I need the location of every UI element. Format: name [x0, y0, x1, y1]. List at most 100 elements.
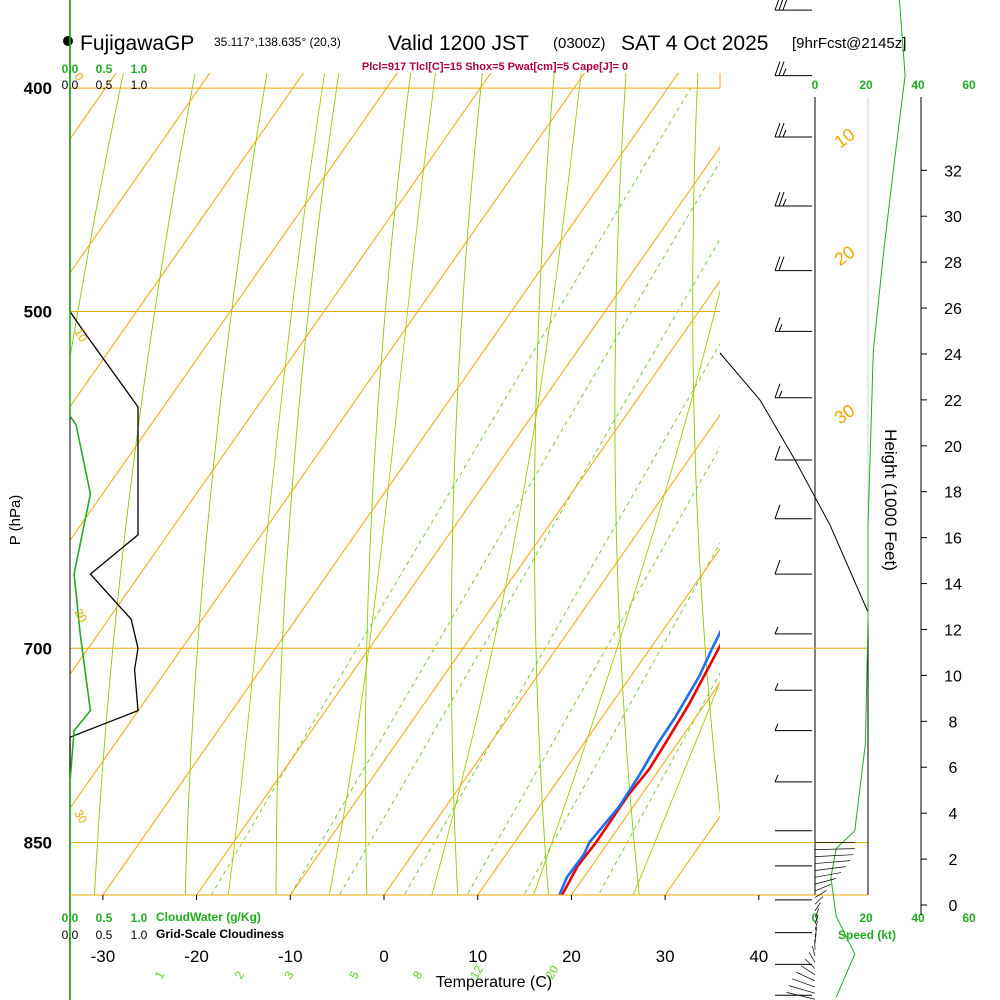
cloudwater-tick-top: 0.5 — [96, 62, 113, 76]
wind-barb-low — [814, 927, 818, 938]
station-name: FujigawaGP — [80, 32, 194, 55]
isotherm-line — [289, 280, 720, 895]
height-tick-label: 4 — [949, 806, 958, 823]
cloudiness-tick-top: 1.0 — [131, 78, 148, 92]
station-dot-icon — [63, 36, 73, 46]
mixing-ratio-label: 20 — [543, 963, 562, 982]
isobars — [70, 87, 720, 844]
wind-barb-low — [814, 878, 836, 885]
height-tick-label: 8 — [949, 714, 958, 731]
speed-tick-label-bottom: 0 — [812, 911, 819, 925]
isotherm-line — [70, 73, 211, 274]
speed-tick-label-top: 60 — [962, 78, 976, 92]
wind-barb — [774, 61, 812, 77]
isotherm-line — [0, 73, 22, 895]
x-tick-label: 30 — [656, 947, 675, 966]
cloudiness-tick-bottom: 1.0 — [131, 928, 148, 942]
isotherm-line — [383, 414, 720, 895]
cloudwater-line — [69, 0, 92, 1000]
isotherm-label: 30 — [831, 400, 859, 428]
wind-barb-low — [814, 866, 846, 871]
x-tick-label: -30 — [91, 947, 116, 966]
mixing-ratio-lines — [210, 87, 720, 895]
dry-adiabat-line — [534, 73, 555, 895]
wind-barb-low — [814, 860, 851, 864]
speed-tick-label-top: 40 — [911, 78, 925, 92]
isotherm-line — [196, 146, 720, 895]
side-temp-label: 20 — [71, 606, 90, 625]
moist-adiabat-line — [632, 680, 720, 895]
wind-barb-low — [792, 978, 816, 988]
height-tick-label: 2 — [949, 852, 958, 869]
wind-barb-low — [814, 920, 818, 931]
height-tick-label: 26 — [944, 301, 962, 318]
pressure-tick-label: 1000 — [14, 996, 52, 1000]
height-tick-label: 22 — [944, 393, 962, 410]
wind-speed-line — [830, 0, 906, 998]
cloudwater-tick-bottom: 0.5 — [96, 911, 113, 925]
x-tick-label: -20 — [184, 947, 209, 966]
profiles — [558, 629, 720, 895]
wind-barb — [774, 445, 812, 461]
isotherm-line — [70, 73, 304, 408]
x-tick-label: 20 — [562, 947, 581, 966]
pressure-tick-label: 400 — [24, 79, 52, 98]
wind-barb-low — [814, 884, 831, 892]
stability-indices: Plcl=917 Tlcl[C]=15 Shox=5 Pwat[cm]=5 Ca… — [362, 61, 628, 73]
x-tick-label: 0 — [379, 947, 388, 966]
mixing-ratio-label: 2 — [232, 968, 248, 981]
valid-time: Valid 1200 JST — [388, 32, 529, 55]
mixing-ratio-line — [403, 342, 720, 895]
wind-barb-low — [814, 890, 827, 898]
height-tick-label: 24 — [944, 347, 962, 364]
y-axis-title: P (hPa) — [7, 495, 24, 546]
wind-barb-low — [788, 985, 816, 994]
wind-barb — [774, 683, 812, 691]
height-tick-label: 0 — [949, 898, 958, 915]
height-tick-label: 12 — [944, 622, 962, 639]
speed-tick-label-bottom: 20 — [859, 911, 873, 925]
mixing-ratio-label: 1 — [152, 968, 168, 981]
temperature-line — [560, 643, 720, 895]
pressure-tick-label: 700 — [24, 639, 52, 658]
cloudiness-tick-bottom: 0.5 — [96, 928, 113, 942]
isotherm-label: 10 — [831, 124, 859, 152]
wind-barb-low — [814, 848, 855, 850]
wind-barb-low — [800, 965, 816, 976]
height-tick-label: 32 — [944, 163, 962, 180]
cloudwater-tick-top: 1.0 — [131, 62, 148, 76]
mixing-ratio-label: 12 — [467, 963, 486, 982]
wind-barb — [774, 122, 812, 138]
wind-barb — [774, 383, 812, 399]
height-tick-label: 14 — [944, 577, 962, 594]
x-tick-label: 10 — [468, 947, 487, 966]
forecast-info: [9hrFcst@2145z] — [792, 35, 906, 52]
dry-adiabat-line — [94, 73, 196, 895]
wind-barb — [774, 723, 812, 732]
height-tick-label: 20 — [944, 439, 962, 456]
moist-adiabats — [227, 73, 720, 895]
wind-barb-low — [814, 902, 821, 912]
moist-adiabat-line — [431, 73, 582, 895]
cloudwater-tick-bottom: 1.0 — [131, 911, 148, 925]
cloudwater-label: CloudWater (g/Kg) — [156, 910, 261, 924]
mixing-ratio-line — [597, 672, 720, 895]
dry-adiabat-line — [184, 73, 268, 895]
height-tick-label: 10 — [944, 668, 962, 685]
side-temp-label: 30 — [71, 807, 90, 826]
wind-barb — [774, 256, 812, 272]
isotherm-line — [70, 73, 492, 676]
valid-date: SAT 4 Oct 2025 — [621, 32, 768, 55]
dry-adiabat-line — [614, 73, 640, 895]
isotherm-line — [477, 547, 720, 895]
wind-barb-low — [814, 896, 824, 905]
moist-adiabat-line — [328, 73, 436, 895]
wind-barb — [774, 317, 812, 332]
wind-panel: 0020204040606002468101214161820222426283… — [719, 0, 976, 1000]
dry-adiabat-line — [768, 0, 839, 1000]
height-tick-label: 16 — [944, 531, 962, 548]
